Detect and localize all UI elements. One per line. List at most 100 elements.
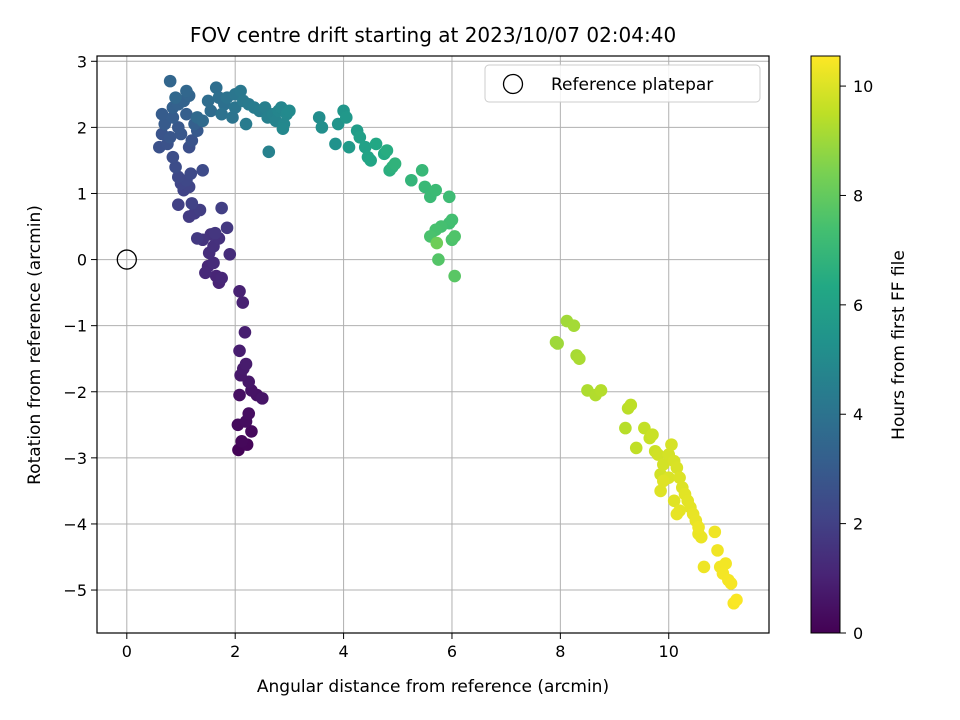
scatter-point: [235, 435, 248, 448]
scatter-point: [199, 266, 212, 280]
scatter-point: [276, 122, 290, 136]
x-tick-label: 0: [122, 642, 132, 661]
scatter-point: [262, 145, 276, 159]
y-tick-label: 0: [77, 251, 87, 270]
plot-frame: [96, 55, 770, 634]
scatter-point: [353, 130, 367, 144]
scatter-point: [201, 94, 215, 108]
scatter-point: [711, 544, 724, 557]
scatter-point: [245, 425, 258, 438]
scatter-point: [405, 173, 418, 187]
scatter-point: [255, 392, 269, 405]
scatter-point: [234, 84, 247, 98]
scatter-point: [708, 525, 722, 539]
colorbar-gradient: [810, 55, 841, 634]
scatter-point: [204, 104, 218, 118]
legend: Reference platepar: [484, 64, 761, 103]
scatter-point: [233, 284, 246, 298]
scatter-point: [629, 441, 643, 455]
scatter-point: [719, 557, 732, 570]
scatter-point: [388, 157, 402, 171]
scatter-point: [171, 198, 185, 212]
colorbar-tick-label: 4: [853, 405, 863, 424]
x-tick-label: 8: [555, 642, 565, 661]
legend-label-reference: Reference platepar: [551, 75, 713, 95]
scatter-point: [430, 236, 444, 250]
chart-title: FOV centre drift starting at 2023/10/07 …: [190, 23, 676, 47]
x-tick-label: 4: [338, 642, 348, 661]
scatter-point: [196, 114, 209, 128]
scatter-point: [215, 271, 228, 285]
scatter-point: [163, 130, 177, 144]
scatter-point: [312, 111, 326, 124]
scatter-point: [364, 154, 377, 167]
y-axis-ticks: −5 −4 −3 −2 −1 0 1 2 3: [63, 52, 97, 600]
scatter-point: [448, 230, 461, 243]
scatter-point: [171, 170, 185, 184]
scatter-point: [624, 398, 638, 412]
scatter-point: [567, 319, 581, 332]
scatter-point: [166, 150, 180, 164]
data-points: [153, 74, 743, 610]
scatter-point: [380, 144, 394, 157]
reference-marker: [116, 249, 137, 270]
scatter-point: [619, 421, 632, 435]
scatter-point: [239, 357, 253, 371]
scatter-point: [442, 190, 456, 204]
scatter-point: [673, 471, 686, 484]
scatter-point: [196, 164, 209, 177]
y-tick-label: −3: [63, 449, 87, 468]
scatter-point: [445, 213, 459, 227]
colorbar-label: Hours from first FF file: [889, 250, 909, 440]
scatter-point: [670, 507, 684, 521]
scatter-point: [657, 458, 670, 471]
scatter-point: [184, 167, 198, 180]
scatter-point: [239, 117, 253, 131]
scatter-point: [315, 121, 329, 134]
colorbar-tick-label: 2: [853, 515, 863, 534]
scatter-point: [692, 520, 705, 534]
x-tick-label: 2: [230, 642, 240, 661]
colorbar-tick-label: 10: [853, 77, 873, 96]
scatter-point: [432, 253, 445, 266]
y-tick-label: −4: [63, 515, 87, 534]
scatter-point: [233, 388, 246, 402]
y-tick-label: 1: [77, 184, 87, 203]
x-tick-label: 6: [447, 642, 457, 661]
scatter-point: [665, 438, 678, 451]
scatter-point: [169, 91, 182, 104]
scatter-point: [220, 221, 234, 235]
scatter-point: [418, 180, 432, 194]
scatter-point: [415, 164, 429, 177]
scatter-point: [654, 484, 667, 498]
scatter-point: [215, 107, 228, 121]
scatter-point: [208, 226, 222, 240]
scatter-point: [697, 560, 711, 574]
scatter-point: [651, 448, 665, 461]
scatter-point: [448, 269, 461, 283]
scatter-point: [233, 344, 246, 358]
scatter-point: [166, 111, 180, 124]
scatter-point: [180, 107, 193, 121]
scatter-point: [180, 84, 193, 98]
scatter-point: [573, 352, 586, 366]
y-tick-label: −2: [63, 383, 87, 402]
x-axis-ticks: 0 2 4 6 8 10: [122, 633, 679, 661]
scatter-point: [155, 107, 169, 121]
scatter-point: [283, 104, 296, 118]
colorbar: 0 2 4 6 8 10 Hours from first FF file: [810, 55, 909, 643]
scatter-point: [724, 577, 738, 590]
colorbar-tick-label: 6: [853, 296, 863, 315]
scatter-point: [551, 337, 564, 350]
x-tick-label: 10: [659, 642, 679, 661]
scatter-point: [242, 407, 256, 420]
legend-marker-reference: [502, 73, 524, 95]
scatter-point: [163, 74, 177, 88]
scatter-point: [667, 494, 681, 508]
scatter-point: [226, 111, 239, 124]
colorbar-ticks: 0 2 4 6 8 10: [840, 77, 873, 643]
scatter-point: [238, 325, 252, 339]
y-axis-label: Rotation from reference (arcmin): [25, 205, 45, 485]
scatter-point: [209, 81, 223, 95]
